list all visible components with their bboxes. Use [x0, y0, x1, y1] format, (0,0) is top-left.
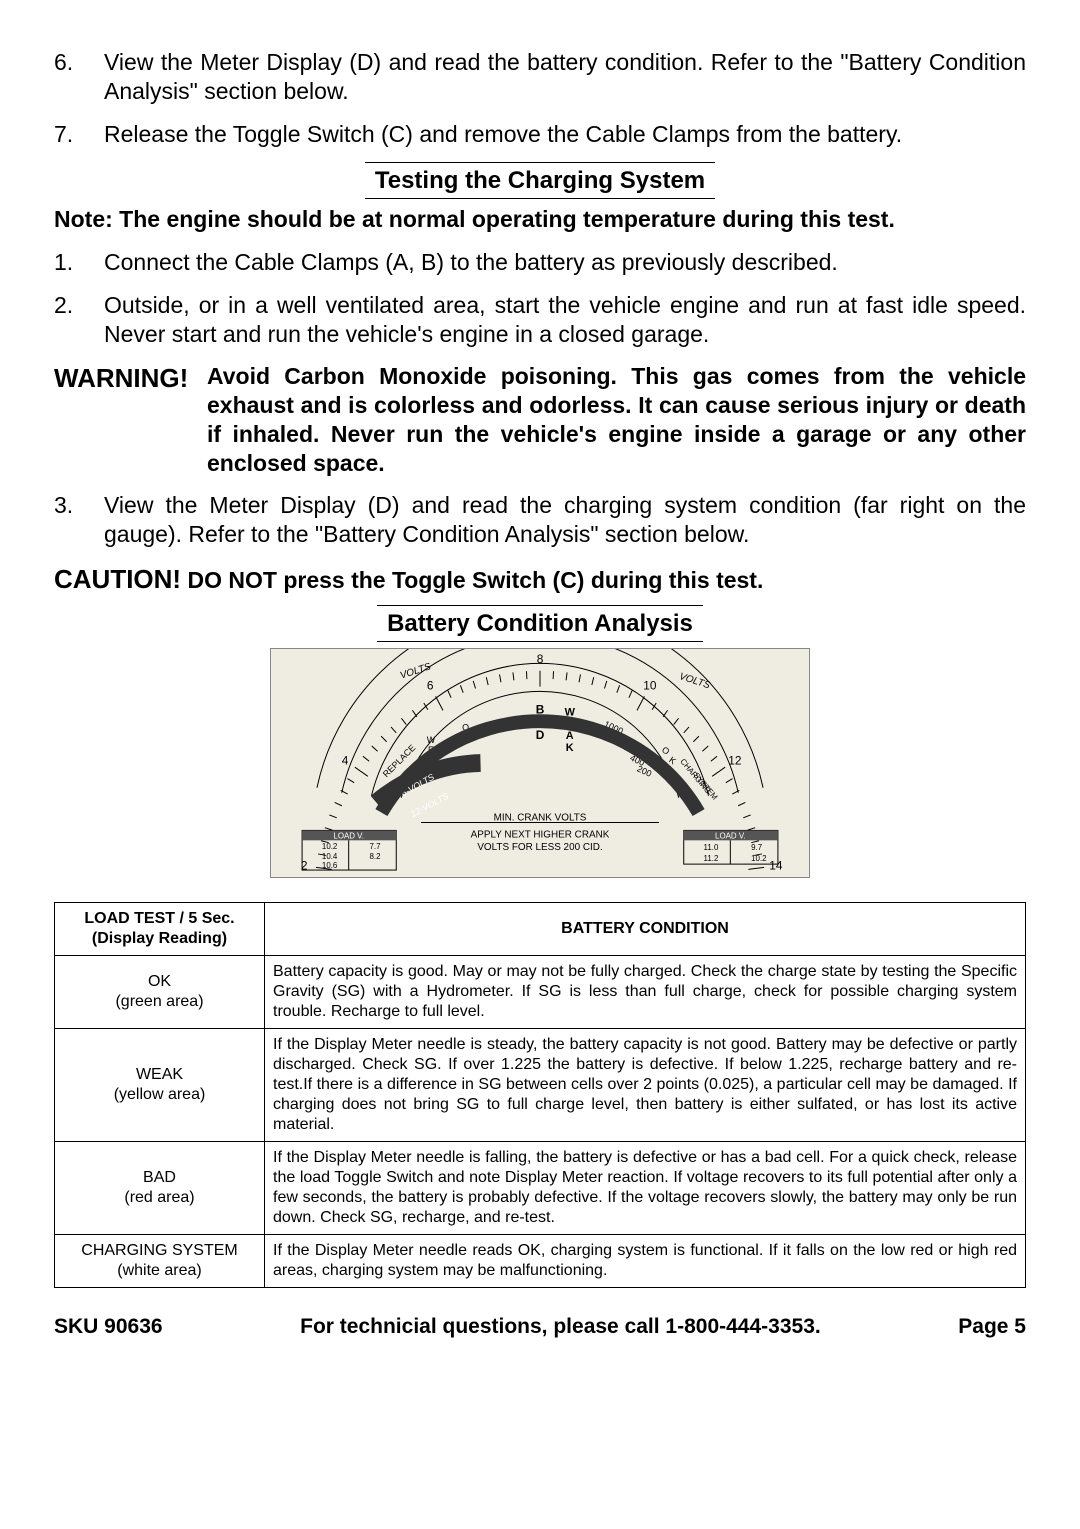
list-number: 6.: [54, 48, 104, 106]
footer-center: For technicial questions, please call 1-…: [300, 1314, 821, 1340]
table-row: CHARGING SYSTEM(white area)If the Displa…: [55, 1235, 1026, 1288]
table-header-right: BATTERY CONDITION: [265, 903, 1026, 956]
list-item: 7. Release the Toggle Switch (C) and rem…: [54, 120, 1026, 149]
table-cell-right: If the Display Meter needle is falling, …: [265, 1142, 1026, 1235]
list-text: Connect the Cable Clamps (A, B) to the b…: [104, 248, 1026, 277]
header-left-l1: LOAD TEST / 5 Sec.: [84, 910, 234, 927]
apply-next-label: APPLY NEXT HIGHER CRANK: [471, 830, 610, 841]
svg-text:7.7: 7.7: [369, 842, 380, 851]
section-heading-analysis: Battery Condition Analysis: [54, 605, 1026, 642]
list-number: 7.: [54, 120, 104, 149]
ordered-list-top: 6. View the Meter Display (D) and read t…: [54, 48, 1026, 148]
svg-text:10.2: 10.2: [322, 842, 337, 851]
list-item: 1. Connect the Cable Clamps (A, B) to th…: [54, 248, 1026, 277]
svg-text:14: 14: [769, 859, 783, 873]
table-row: WEAK(yellow area)If the Display Meter ne…: [55, 1029, 1026, 1142]
table-cell-right: Battery capacity is good. May or may not…: [265, 956, 1026, 1029]
table-row: OK(green area)Battery capacity is good. …: [55, 956, 1026, 1029]
list-number: 1.: [54, 248, 104, 277]
warning-label: WARNING!: [54, 362, 207, 477]
list-item: 6. View the Meter Display (D) and read t…: [54, 48, 1026, 106]
svg-text:10: 10: [643, 679, 657, 693]
warning-block: WARNING! Avoid Carbon Monoxide poisoning…: [54, 362, 1026, 477]
warning-body: Avoid Carbon Monoxide poisoning. This ga…: [207, 362, 1026, 477]
table-row: BAD(red area)If the Display Meter needle…: [55, 1142, 1026, 1235]
gauge-image: 0246810121416 VOLTS VOLTS REPLACE WEAK O…: [270, 648, 810, 878]
svg-text:LOAD V.: LOAD V.: [715, 832, 746, 841]
caution-body: DO NOT press the Toggle Switch (C) durin…: [187, 567, 763, 593]
min-crank-label: MIN. CRANK VOLTS: [494, 813, 587, 824]
svg-text:10.6: 10.6: [322, 861, 338, 870]
header-left-l2: (Display Reading): [92, 930, 227, 947]
note-line: Note: The engine should be at normal ope…: [54, 205, 1026, 234]
svg-text:W: W: [427, 735, 436, 745]
list-item: 2. Outside, or in a well ventilated area…: [54, 291, 1026, 349]
list-text: View the Meter Display (D) and read the …: [104, 491, 1026, 549]
svg-text:10.2: 10.2: [751, 854, 766, 863]
table-cell-right: If the Display Meter needle is steady, t…: [265, 1029, 1026, 1142]
caution-line: CAUTION! DO NOT press the Toggle Switch …: [54, 563, 1026, 596]
gauge-figure: 0246810121416 VOLTS VOLTS REPLACE WEAK O…: [54, 648, 1026, 884]
page-footer: SKU 90636 For technicial questions, plea…: [54, 1314, 1026, 1340]
svg-text:K: K: [566, 742, 574, 754]
list-text: Release the Toggle Switch (C) and remove…: [104, 120, 1026, 149]
svg-text:11.0: 11.0: [704, 843, 719, 852]
list-item: 3. View the Meter Display (D) and read t…: [54, 491, 1026, 549]
list-text: Outside, or in a well ventilated area, s…: [104, 291, 1026, 349]
volts-for-label: VOLTS FOR LESS 200 CID.: [477, 842, 602, 853]
svg-text:LOAD V.: LOAD V.: [333, 832, 364, 841]
section-title: Battery Condition Analysis: [377, 605, 703, 642]
list-number: 3.: [54, 491, 104, 549]
table-header-left: LOAD TEST / 5 Sec. (Display Reading): [55, 903, 265, 956]
list-text: View the Meter Display (D) and read the …: [104, 48, 1026, 106]
svg-text:6: 6: [427, 679, 434, 693]
list-number: 2.: [54, 291, 104, 349]
table-cell-left: OK(green area): [55, 956, 265, 1029]
table-cell-left: BAD(red area): [55, 1142, 265, 1235]
footer-sku: SKU 90636: [54, 1314, 163, 1340]
section-heading-charging: Testing the Charging System: [54, 162, 1026, 199]
svg-text:D: D: [536, 728, 545, 742]
svg-text:10.4: 10.4: [322, 852, 338, 861]
table-cell-left: CHARGING SYSTEM(white area): [55, 1235, 265, 1288]
ordered-list-mid-a: 1. Connect the Cable Clamps (A, B) to th…: [54, 248, 1026, 348]
caution-label: CAUTION!: [54, 564, 181, 594]
table-cell-right: If the Display Meter needle reads OK, ch…: [265, 1235, 1026, 1288]
table-cell-left: WEAK(yellow area): [55, 1029, 265, 1142]
footer-page: Page 5: [958, 1314, 1026, 1340]
svg-text:A: A: [566, 730, 574, 742]
svg-text:11.2: 11.2: [704, 854, 719, 863]
svg-text:9.7: 9.7: [751, 843, 762, 852]
svg-text:8.2: 8.2: [369, 852, 380, 861]
svg-text:12: 12: [728, 754, 741, 768]
battery-condition-table: LOAD TEST / 5 Sec. (Display Reading) BAT…: [54, 902, 1026, 1288]
ordered-list-mid-b: 3. View the Meter Display (D) and read t…: [54, 491, 1026, 549]
section-title: Testing the Charging System: [365, 162, 715, 199]
svg-text:4: 4: [342, 754, 349, 768]
